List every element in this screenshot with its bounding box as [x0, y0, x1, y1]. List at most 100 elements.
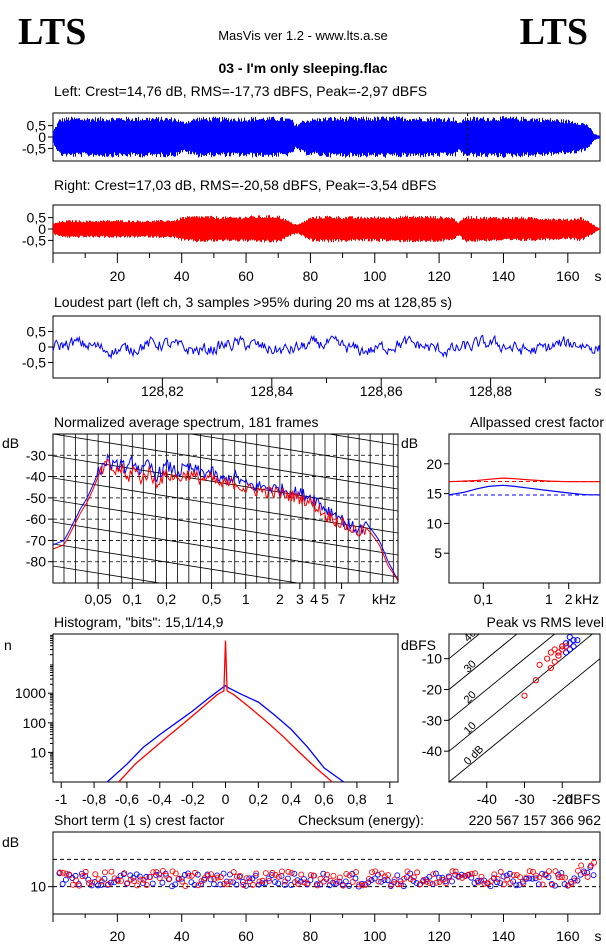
short-term-left-point	[439, 874, 446, 881]
short-term-left-point	[265, 875, 272, 882]
short-term-left-point	[558, 870, 565, 876]
crest-diagonal-line	[449, 634, 480, 660]
short-term-right-point	[472, 870, 478, 877]
short-term-right-point	[179, 878, 186, 885]
crest-diagonal-line	[449, 658, 600, 782]
short-term-right-point	[217, 874, 224, 881]
time-axis-tick-label: 140	[492, 268, 516, 284]
histogram-xtick-label: -0,8	[82, 791, 106, 807]
short-term-right-point	[578, 862, 585, 869]
short-term-right-point	[488, 878, 495, 885]
spectrum-xtick-label: 3	[296, 591, 304, 607]
short-term-left-point	[239, 879, 246, 885]
time-axis-tick-label: 100	[363, 268, 387, 284]
short-term-right-point	[555, 874, 562, 881]
histogram-ytick-label: 100	[23, 715, 47, 731]
short-term-right-point	[581, 870, 588, 877]
short-term-left-point	[371, 875, 378, 882]
short-term-right-point	[333, 878, 340, 885]
short-term-right-point	[172, 870, 179, 877]
short-term-left-point	[394, 872, 401, 879]
short-term-xtick-label: 60	[238, 928, 254, 944]
short-term-left-point	[362, 881, 369, 888]
spectrum-slope-line	[53, 543, 301, 583]
short-term-right-point	[185, 872, 192, 879]
short-term-left-point	[159, 879, 166, 886]
short-term-right-point	[433, 879, 440, 886]
crest-diagonal-label: 0 dB	[462, 743, 486, 767]
peak-rms-right-point	[521, 692, 528, 699]
short-term-right-point	[137, 876, 144, 883]
short-term-right-point	[156, 875, 163, 882]
histogram-xtick-label: 1	[386, 791, 394, 807]
right-waveform-ytick-label: -0,5	[22, 232, 46, 248]
crest-diagonal-label: 40	[462, 627, 479, 644]
peak-rms-right-point	[551, 646, 558, 653]
short-term-right-point	[320, 878, 327, 885]
short-term-right-point	[240, 881, 247, 888]
peak-rms-ytick-label: -10	[422, 651, 442, 667]
short-term-left-point	[95, 882, 101, 889]
spectrum-xtick-label: 4	[310, 591, 318, 607]
allpassed-right-series	[448, 477, 600, 483]
short-term-crest-title: Short term (1 s) crest factor	[54, 812, 225, 828]
peak-rms-xtick-label: -40	[477, 791, 497, 807]
peak-rms-left-point	[566, 633, 573, 641]
short-term-left-point	[526, 875, 533, 882]
histogram-xtick-label: 0,4	[281, 791, 301, 807]
left-waveform-ytick-label: 0	[38, 129, 46, 145]
spectrum-xtick-label: 0,5	[202, 591, 222, 607]
spectrum-ytick-label: -70	[26, 532, 46, 548]
peak-rms-right-point	[551, 658, 558, 665]
short-term-right-point	[298, 871, 305, 878]
short-term-right-point	[346, 872, 353, 879]
short-term-frame	[52, 831, 601, 915]
spectrum-slope-line	[53, 434, 398, 490]
short-term-right-point	[362, 881, 369, 888]
short-term-left-point	[198, 881, 204, 888]
short-term-right-point	[159, 867, 166, 874]
peak-rms-right-point	[547, 649, 555, 656]
short-term-right-point	[529, 868, 536, 875]
short-term-right-point	[369, 869, 375, 876]
short-term-right-point	[130, 878, 137, 885]
allpassed-left-series	[448, 484, 600, 496]
crest-diagonal-line	[449, 634, 556, 721]
logo-right: LTS	[520, 11, 588, 53]
short-term-right-point	[76, 882, 83, 889]
short-term-right-point	[221, 880, 227, 887]
short-term-right-point	[147, 874, 153, 881]
short-term-right-point	[227, 878, 234, 885]
histogram-left-series	[106, 684, 345, 783]
spectrum-xtick-label: 0,1	[123, 591, 143, 607]
short-term-right-point	[417, 881, 424, 888]
short-term-left-point	[346, 882, 352, 889]
short-term-left-point	[149, 880, 156, 887]
peak-rms-left-point	[570, 637, 577, 644]
peak-rms-right-point	[559, 643, 566, 650]
time-axis-tick-label: 60	[238, 268, 254, 284]
short-term-right-point	[85, 880, 92, 887]
short-term-left-point	[59, 881, 66, 887]
loudest-part-title: Loudest part (left ch, 3 samples >95% du…	[54, 294, 452, 310]
short-term-left-point	[503, 872, 510, 879]
short-term-right-point	[256, 878, 263, 885]
short-term-right-point	[98, 878, 105, 885]
peak-rms-right-point	[559, 646, 566, 653]
short-term-left-point	[252, 872, 259, 879]
short-term-right-point	[591, 859, 598, 866]
peak-rms-right-point	[547, 664, 555, 672]
time-axis-tick-label: 40	[174, 268, 190, 284]
short-term-right-point	[381, 873, 388, 880]
short-term-left-point	[449, 878, 455, 885]
spectrum-ylabel: dB	[2, 435, 19, 451]
peak-rms-left-point	[566, 646, 573, 653]
short-term-right-point	[108, 868, 115, 875]
short-term-right-point	[79, 873, 86, 880]
short-term-xtick-label: 120	[427, 928, 451, 944]
short-term-right-point	[562, 874, 569, 881]
short-term-right-point	[163, 872, 170, 879]
short-term-right-point	[423, 878, 430, 885]
